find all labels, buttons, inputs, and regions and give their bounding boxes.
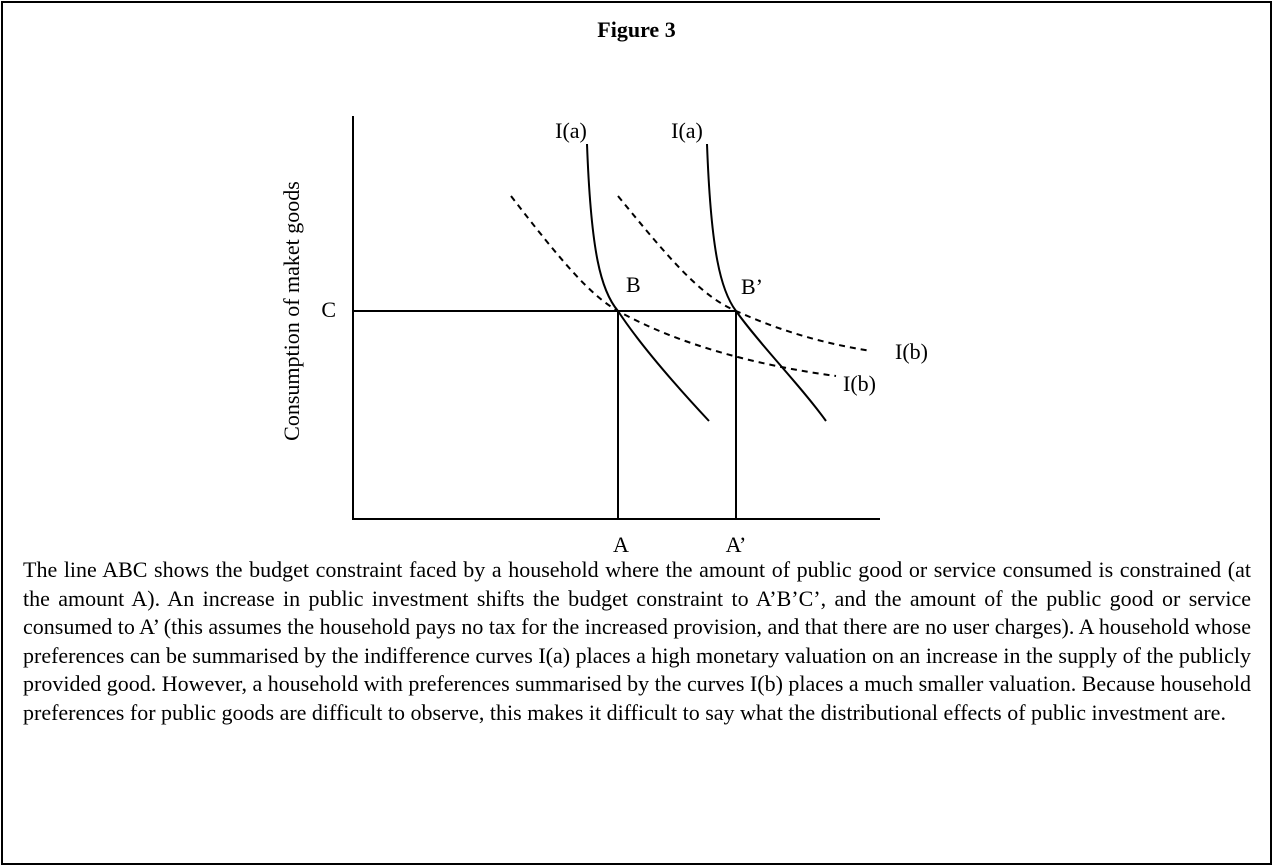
- figure-title: Figure 3: [597, 17, 676, 42]
- label: I(a): [555, 118, 587, 143]
- indifference-curve: [706, 143, 827, 422]
- indifference-curve: [510, 195, 837, 377]
- indifference-curve: [617, 195, 872, 352]
- y-axis-label: Consumption of maket goods: [279, 181, 304, 441]
- label: B: [626, 272, 641, 297]
- indifference-curve: [586, 143, 710, 422]
- label: I(a): [671, 118, 703, 143]
- diagram: Consumption of maket goods C A A’ B B’ I…: [279, 116, 928, 557]
- caption: The line ABC shows the budget constraint…: [23, 557, 1251, 725]
- label: I(b): [843, 371, 876, 396]
- label: A: [613, 532, 629, 557]
- label: B’: [741, 274, 763, 299]
- label: A’: [726, 532, 747, 557]
- label: I(b): [895, 339, 928, 364]
- label: C: [321, 297, 336, 322]
